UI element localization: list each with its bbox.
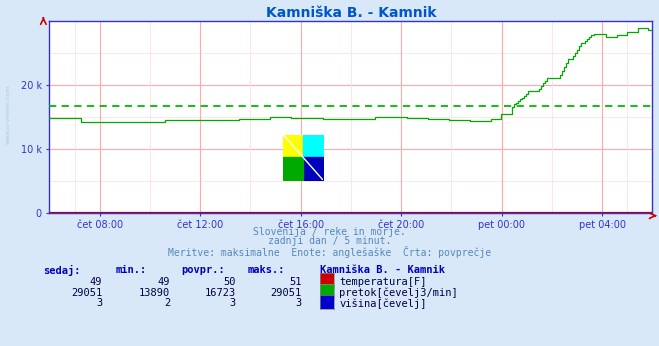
Title: Kamniška B. - Kamnik: Kamniška B. - Kamnik: [266, 6, 436, 20]
Text: www.si-vreme.com: www.si-vreme.com: [5, 84, 11, 144]
Text: 3: 3: [96, 298, 102, 308]
Text: 16723: 16723: [205, 288, 236, 298]
Text: 3: 3: [230, 298, 236, 308]
Text: 49: 49: [158, 277, 170, 287]
Text: 29051: 29051: [71, 288, 102, 298]
Text: 50: 50: [223, 277, 236, 287]
Text: 51: 51: [289, 277, 302, 287]
Text: min.:: min.:: [115, 265, 146, 275]
Text: 2: 2: [164, 298, 170, 308]
Text: temperatura[F]: temperatura[F]: [339, 277, 427, 287]
Text: Kamniška B. - Kamnik: Kamniška B. - Kamnik: [320, 265, 445, 275]
Text: sedaj:: sedaj:: [43, 265, 80, 276]
Text: povpr.:: povpr.:: [181, 265, 225, 275]
Text: Slovenija / reke in morje.: Slovenija / reke in morje.: [253, 227, 406, 237]
Text: 49: 49: [90, 277, 102, 287]
Text: Meritve: maksimalne  Enote: anglešaške  Črta: povprečje: Meritve: maksimalne Enote: anglešaške Čr…: [168, 246, 491, 258]
Text: 3: 3: [296, 298, 302, 308]
Text: 29051: 29051: [271, 288, 302, 298]
Text: zadnji dan / 5 minut.: zadnji dan / 5 minut.: [268, 236, 391, 246]
Text: višina[čevelj]: višina[čevelj]: [339, 298, 427, 309]
Text: maks.:: maks.:: [247, 265, 285, 275]
Text: 13890: 13890: [139, 288, 170, 298]
Text: pretok[čevelj3/min]: pretok[čevelj3/min]: [339, 288, 458, 298]
